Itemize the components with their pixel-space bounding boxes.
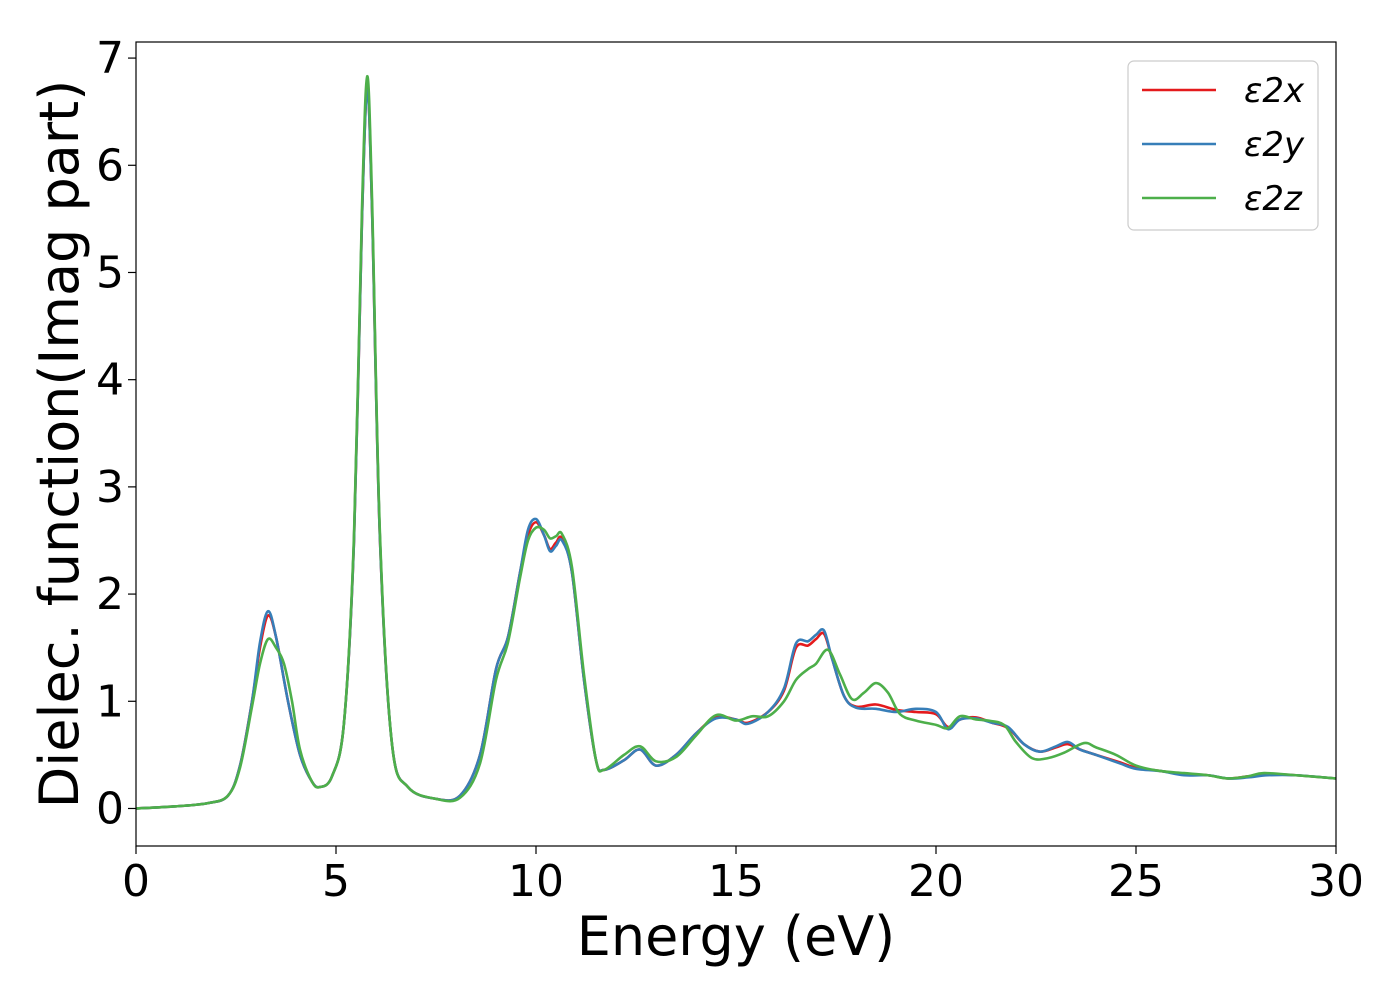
y-tick-label: 7 — [96, 33, 124, 84]
x-axis-title: Energy (eV) — [577, 905, 896, 968]
x-tick-label: 15 — [708, 856, 764, 907]
legend-box — [1127, 60, 1319, 231]
x-tick-label: 0 — [122, 856, 150, 907]
x-tick-label: 20 — [908, 856, 964, 907]
legend: ε2x ε2y ε2z — [1127, 60, 1319, 231]
y-axis-ticks: 0 1 2 3 4 5 6 7 — [96, 33, 136, 834]
series-line — [135, 74, 1337, 810]
y-tick-label: 2 — [96, 569, 124, 620]
x-tick-label: 30 — [1308, 856, 1364, 907]
y-tick-label: 0 — [96, 783, 124, 834]
legend-label: ε2x — [1244, 71, 1305, 111]
y-tick-label: 4 — [96, 355, 124, 406]
y-tick-label: 5 — [96, 247, 124, 298]
x-tick-label: 25 — [1108, 856, 1164, 907]
y-tick-label: 3 — [96, 462, 124, 513]
x-axis-ticks: 0 5 10 15 20 25 30 — [122, 846, 1364, 907]
x-tick-label: 10 — [508, 856, 564, 907]
y-tick-label: 1 — [96, 676, 124, 727]
y-tick-label: 6 — [96, 140, 124, 191]
x-tick-label: 5 — [322, 856, 350, 907]
series-lines — [135, 74, 1337, 810]
legend-label: ε2y — [1244, 125, 1305, 165]
plot-frame — [135, 41, 1337, 847]
y-axis-title: Dielec. function(Imag part) — [28, 80, 91, 809]
legend-label: ε2z — [1244, 179, 1303, 219]
